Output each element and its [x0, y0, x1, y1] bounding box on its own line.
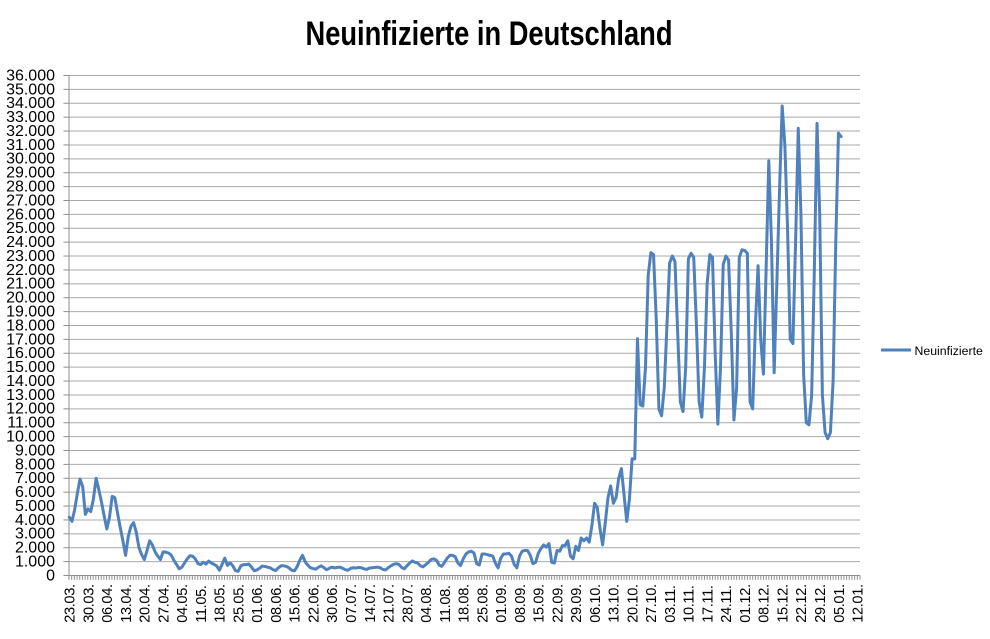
svg-text:18.000: 18.000 — [6, 317, 55, 334]
svg-text:5.000: 5.000 — [15, 498, 55, 515]
svg-text:13.000: 13.000 — [6, 387, 55, 404]
svg-text:6.000: 6.000 — [15, 484, 55, 501]
svg-text:12.000: 12.000 — [6, 401, 55, 418]
svg-text:15.12.: 15.12. — [775, 584, 791, 622]
svg-text:1.000: 1.000 — [15, 554, 55, 571]
svg-text:04.08.: 04.08. — [419, 584, 435, 622]
svg-text:7.000: 7.000 — [15, 470, 55, 487]
svg-text:15.09.: 15.09. — [532, 584, 548, 622]
svg-text:13.10.: 13.10. — [607, 584, 623, 622]
svg-text:08.06.: 08.06. — [269, 584, 285, 622]
svg-text:25.08.: 25.08. — [475, 584, 491, 622]
svg-text:3.000: 3.000 — [15, 526, 55, 543]
svg-text:25.05.: 25.05. — [231, 584, 247, 622]
svg-text:22.09.: 22.09. — [550, 584, 566, 622]
svg-text:32.000: 32.000 — [6, 123, 55, 140]
svg-text:8.000: 8.000 — [15, 456, 55, 473]
svg-text:28.07.: 28.07. — [400, 584, 416, 622]
svg-text:33.000: 33.000 — [6, 109, 55, 126]
svg-text:01.09.: 01.09. — [494, 584, 510, 622]
svg-text:11.05.: 11.05. — [194, 585, 210, 622]
svg-text:10.000: 10.000 — [6, 429, 55, 446]
svg-text:01.12.: 01.12. — [738, 584, 754, 622]
svg-text:19.000: 19.000 — [6, 304, 55, 321]
svg-text:11.08.: 11.08. — [438, 585, 454, 622]
svg-text:06.10.: 06.10. — [588, 584, 604, 622]
svg-text:25.000: 25.000 — [6, 220, 55, 237]
svg-text:06.04.: 06.04. — [100, 584, 116, 622]
svg-text:15.000: 15.000 — [6, 359, 55, 376]
svg-text:11.000: 11.000 — [7, 415, 55, 432]
svg-text:13.04.: 13.04. — [119, 584, 135, 622]
svg-text:28.000: 28.000 — [6, 179, 55, 196]
svg-text:17.000: 17.000 — [6, 331, 55, 348]
svg-text:04.05.: 04.05. — [175, 584, 191, 622]
svg-text:18.05.: 18.05. — [213, 584, 229, 622]
svg-text:31.000: 31.000 — [6, 137, 55, 154]
svg-text:21.07.: 21.07. — [382, 584, 398, 622]
svg-text:23.000: 23.000 — [6, 248, 55, 265]
svg-text:22.000: 22.000 — [6, 262, 55, 279]
svg-text:Neuinfizierte: Neuinfizierte — [915, 344, 984, 358]
svg-text:29.12.: 29.12. — [813, 584, 829, 622]
svg-text:20.000: 20.000 — [6, 290, 55, 307]
svg-text:01.06.: 01.06. — [250, 584, 266, 622]
svg-text:03.11.: 03.11. — [663, 585, 679, 622]
svg-text:08.12.: 08.12. — [757, 584, 773, 622]
svg-text:15.06.: 15.06. — [288, 584, 304, 622]
svg-text:0: 0 — [46, 567, 55, 584]
svg-text:14.07.: 14.07. — [363, 584, 379, 622]
svg-text:22.12.: 22.12. — [794, 584, 810, 622]
svg-text:05.01.: 05.01. — [832, 584, 848, 622]
svg-text:36.000: 36.000 — [6, 67, 55, 84]
svg-text:35.000: 35.000 — [6, 81, 55, 98]
svg-text:20.10.: 20.10. — [625, 584, 641, 622]
svg-text:14.000: 14.000 — [6, 373, 55, 390]
svg-text:34.000: 34.000 — [6, 95, 55, 112]
svg-text:18.08.: 18.08. — [457, 584, 473, 622]
svg-text:07.07.: 07.07. — [344, 584, 360, 622]
svg-text:24.000: 24.000 — [6, 234, 55, 251]
svg-text:29.000: 29.000 — [6, 165, 55, 182]
svg-text:2.000: 2.000 — [15, 540, 55, 557]
svg-text:4.000: 4.000 — [15, 512, 55, 529]
svg-text:10.11.: 10.11. — [682, 585, 698, 622]
svg-text:22.06.: 22.06. — [306, 584, 322, 622]
svg-text:20.04.: 20.04. — [138, 584, 154, 622]
svg-text:24.11.: 24.11. — [719, 585, 735, 622]
svg-text:12.01.: 12.01. — [851, 584, 867, 622]
svg-text:23.03.: 23.03. — [63, 584, 79, 622]
svg-text:21.000: 21.000 — [6, 276, 55, 293]
svg-text:9.000: 9.000 — [15, 442, 55, 459]
svg-text:30.06.: 30.06. — [325, 584, 341, 622]
svg-text:17.11.: 17.11. — [700, 585, 716, 622]
svg-text:29.09.: 29.09. — [569, 584, 585, 622]
svg-text:27.04.: 27.04. — [156, 584, 172, 622]
svg-text:26.000: 26.000 — [6, 206, 55, 223]
svg-text:30.03.: 30.03. — [81, 584, 97, 622]
svg-text:27.000: 27.000 — [6, 192, 55, 209]
svg-text:30.000: 30.000 — [6, 151, 55, 168]
svg-text:08.09.: 08.09. — [513, 584, 529, 622]
svg-text:27.10.: 27.10. — [644, 584, 660, 622]
svg-text:16.000: 16.000 — [6, 345, 55, 362]
svg-text:Neuinfizierte in Deutschland: Neuinfizierte in Deutschland — [306, 15, 673, 53]
